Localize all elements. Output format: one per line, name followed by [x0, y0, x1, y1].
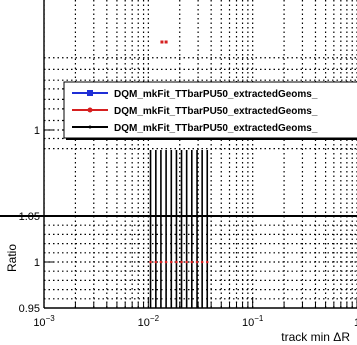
ratio-point: [195, 260, 199, 264]
main-data-point: [160, 40, 164, 44]
ratio-point: [164, 260, 168, 264]
x-tick-exponent: −3: [46, 314, 56, 323]
y-tick-label: 1: [34, 125, 40, 137]
ratio-y-tick-label: 1: [34, 257, 40, 269]
legend-box: [63, 81, 357, 139]
ratio-point: [185, 260, 188, 264]
legend-marker: [88, 125, 92, 129]
legend-entry-label: DQM_mkFit_TTbarPU50_extractedGeoms_: [114, 89, 318, 100]
ratio-grid: [44, 216, 357, 308]
x-tick-label: 10−3: [33, 314, 55, 329]
ratio-error-bars: [149, 216, 209, 308]
ratio-point: [169, 260, 173, 264]
ratio-panel: [44, 216, 357, 308]
x-tick-exponent: −2: [150, 314, 160, 323]
ratio-point: [190, 260, 194, 264]
legend-marker: [87, 107, 93, 113]
ratio-point: [154, 260, 158, 264]
legend-entry-label: DQM_mkFit_TTbarPU50_extractedGeoms_: [114, 106, 318, 117]
ratio-point: [180, 260, 183, 264]
x-tick-exponent: −1: [254, 314, 264, 323]
x-tick-label: 10−2: [138, 314, 160, 329]
ratio-point: [200, 260, 204, 264]
ratio-point: [175, 260, 178, 264]
main-error-bars: [149, 150, 209, 216]
ratio-y-tick-label: 1.05: [19, 211, 40, 223]
x-tick-label: 10−1: [242, 314, 264, 329]
ratio-point: [159, 260, 163, 264]
x-axis-title: track min ΔR: [281, 330, 350, 344]
y-axis-title: Ratio: [5, 244, 19, 272]
legend-marker: [87, 90, 93, 96]
main-data-point: [164, 40, 168, 44]
ratio-point: [205, 260, 209, 264]
ratio-point: [149, 260, 152, 264]
ratio-y-tick-label: 0.95: [19, 303, 40, 315]
x-tick-label: 1: [354, 317, 357, 329]
legend-entry-label: DQM_mkFit_TTbarPU50_extractedGeoms_: [114, 123, 318, 134]
legend: DQM_mkFit_TTbarPU50_extractedGeoms_ DQM_m…: [63, 81, 357, 140]
